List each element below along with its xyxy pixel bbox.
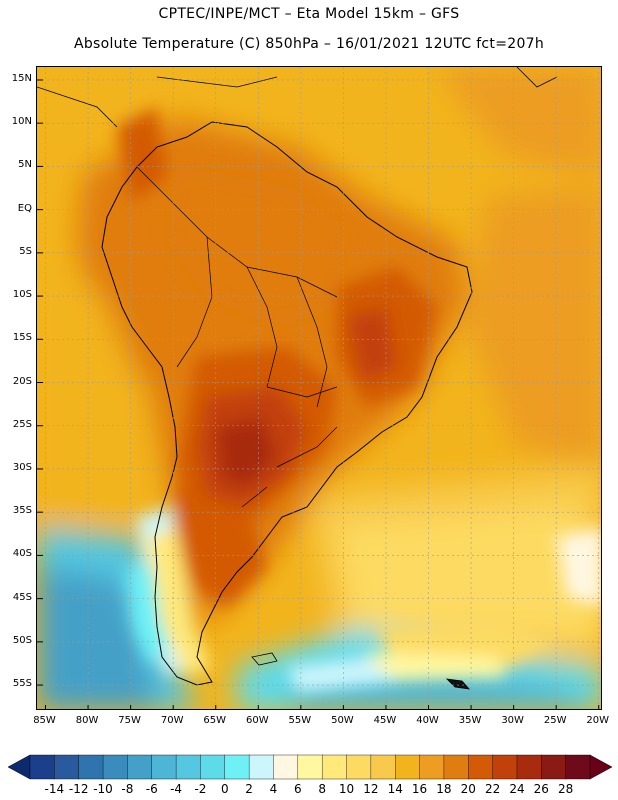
colorbar-label: -8 <box>121 782 134 796</box>
colorbar-label: 16 <box>411 782 428 796</box>
colorbar-cell <box>492 754 518 780</box>
colorbar-label: -12 <box>68 782 89 796</box>
lon-label: 60W <box>245 715 269 726</box>
lon-label: 65W <box>203 715 227 726</box>
colorbar-label: 14 <box>387 782 403 796</box>
colorbar-label: 28 <box>558 782 574 796</box>
temperature-colorbar <box>7 754 613 780</box>
lon-label: 75W <box>118 715 141 726</box>
lat-label: 5S <box>19 245 32 257</box>
colorbar-cell <box>419 754 445 780</box>
lon-label: 80W <box>75 715 99 726</box>
colorbar-label: -6 <box>145 782 158 796</box>
lon-label: 30W <box>501 715 524 726</box>
coastline-south-america <box>101 121 473 686</box>
lon-label: 50W <box>331 715 354 726</box>
lat-label: EQ <box>17 202 32 214</box>
colorbar-cell <box>273 754 299 780</box>
colorbar-cell <box>297 754 323 780</box>
colorbar-cell <box>224 754 250 780</box>
colorbar-label: 4 <box>269 782 278 796</box>
lon-label: 85W <box>33 715 56 726</box>
lon-label: 35W <box>458 715 482 726</box>
colorbar-cell <box>321 754 348 780</box>
lat-label: 20S <box>12 375 32 387</box>
colorbar-label: 0 <box>220 782 229 796</box>
colorbar-cell <box>541 754 567 780</box>
lat-label: 15N <box>11 72 32 84</box>
field-detail <box>117 107 601 692</box>
colorbar-cell <box>516 754 543 780</box>
graticule <box>37 67 601 709</box>
colorbar-cell <box>54 754 80 780</box>
colorbar-cell <box>151 754 177 780</box>
colorbar-label: -4 <box>170 782 183 796</box>
map-title-line-2: Absolute Temperature (C) 850hPa – 16/01/… <box>73 36 545 52</box>
lon-label: 45W <box>373 715 397 726</box>
colorbar-label: 26 <box>533 782 549 796</box>
colorbar-cell <box>102 754 129 780</box>
lon-label: 40W <box>416 715 439 726</box>
lon-label: 25W <box>543 715 567 726</box>
colorbar-label: 18 <box>436 782 452 796</box>
colorbar-cell <box>175 754 202 780</box>
lat-label: 45S <box>12 591 32 603</box>
temperature-map <box>36 66 602 710</box>
colorbar-label: 8 <box>318 782 326 796</box>
colorbar-cell <box>127 754 153 780</box>
colorbar-cell <box>29 754 56 780</box>
lat-label: 30S <box>12 461 32 473</box>
colorbar-cell <box>370 754 396 780</box>
colorbar-cell <box>395 754 421 780</box>
colorbar-cell <box>248 754 275 780</box>
caribbean-coast <box>37 67 558 128</box>
falkland-islands <box>251 652 278 666</box>
colorbar-label: 10 <box>338 782 355 796</box>
colorbar-over-arrow <box>589 754 613 780</box>
colorbar-cell <box>468 754 494 780</box>
colorbar-cell <box>443 754 469 780</box>
colorbar-label: 24 <box>509 782 525 796</box>
colorbar-cell <box>346 754 372 780</box>
colorbar-label: -14 <box>44 782 65 796</box>
lat-label: 10N <box>11 116 32 128</box>
colorbar-cell <box>78 754 104 780</box>
colorbar-cell <box>200 754 226 780</box>
colorbar-under-arrow <box>7 754 31 780</box>
lat-label: 55S <box>12 678 32 690</box>
small-islands <box>445 678 471 690</box>
lat-label: 50S <box>12 634 32 646</box>
lat-label: 10S <box>12 289 32 301</box>
lat-label: 5N <box>18 159 32 171</box>
lon-label: 20W <box>586 715 610 726</box>
colorbar-label: 22 <box>484 782 501 796</box>
lat-label: 40S <box>12 548 32 560</box>
lat-label: 25S <box>12 418 32 430</box>
map-canvas <box>37 67 601 709</box>
colorbar-label: 2 <box>245 782 253 796</box>
lon-label: 70W <box>160 715 184 726</box>
colorbar-label: 20 <box>460 782 476 796</box>
colorbar-label: -2 <box>194 782 207 796</box>
country-borders <box>136 166 338 508</box>
colorbar-label: -10 <box>93 782 113 796</box>
map-title-line-1: CPTEC/INPE/MCT – Eta Model 15km – GFS <box>158 6 460 22</box>
colorbar-label: 12 <box>363 782 379 796</box>
lat-label: 15S <box>12 332 32 344</box>
colorbar-cells <box>7 754 613 780</box>
lat-label: 35S <box>12 505 32 517</box>
colorbar-cell <box>565 754 591 780</box>
lon-label: 55W <box>288 715 312 726</box>
colorbar-label: 6 <box>293 782 302 796</box>
